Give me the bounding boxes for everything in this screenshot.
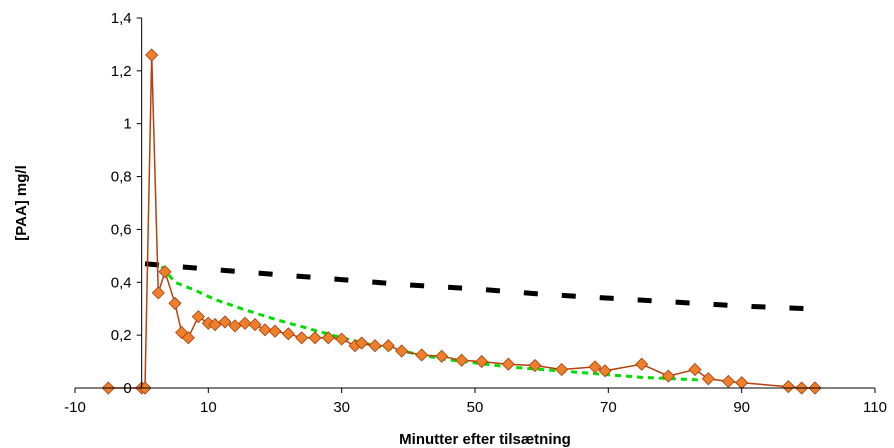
axes: [74, 17, 876, 393]
data-point-marker: [175, 325, 189, 340]
data-point-marker: [355, 336, 369, 350]
data-point-marker: [381, 339, 395, 353]
data-point-marker: [168, 296, 182, 310]
data-point-marker: [661, 369, 675, 383]
y-tick-label: 1: [123, 116, 131, 133]
data-point-marker: [295, 331, 309, 345]
data-point-marker: [781, 380, 795, 394]
data-point-marker: [248, 318, 262, 332]
data-point-marker: [598, 364, 612, 378]
data-point-marker: [455, 353, 469, 367]
series-line-black-dashed: [144, 261, 809, 312]
data-point-marker: [208, 318, 222, 332]
data-point-marker: [321, 331, 335, 345]
data-point-marker: [435, 349, 449, 363]
y-tick-label: 1,4: [111, 10, 132, 27]
data-point-marker: [281, 327, 295, 341]
data-point-marker: [335, 332, 349, 346]
data-point-marker: [528, 358, 542, 373]
data-point-marker: [475, 355, 489, 369]
x-tick-label: 10: [200, 399, 217, 416]
data-point-marker: [501, 357, 515, 371]
data-point-marker: [238, 316, 252, 330]
y-tick-label: 0: [123, 380, 131, 397]
data-point-marker: [308, 331, 322, 345]
data-point-marker: [218, 315, 232, 329]
y-tick-label: 0,8: [111, 169, 132, 186]
y-axis-title: [PAA] mg/l: [13, 165, 30, 241]
data-point-marker: [228, 319, 242, 333]
data-point-marker: [151, 286, 165, 300]
data-point-marker: [701, 372, 715, 386]
data-point-marker: [415, 348, 429, 362]
x-tick-label: 90: [733, 399, 750, 416]
plot-series: [101, 48, 822, 395]
data-point-marker: [145, 48, 159, 62]
x-tick-label: 70: [600, 399, 617, 416]
x-axis-title: Minutter efter tilsætning: [399, 431, 571, 448]
data-point-marker: [258, 323, 272, 337]
tick-labels: -10 10 30 50 70 90 110 0 0,2 0,4 0,6 0,8 1 1,2 1,4: [64, 10, 887, 416]
y-tick-label: 1,2: [111, 63, 132, 80]
data-point-marker: [635, 357, 649, 371]
data-point-marker: [721, 374, 735, 388]
data-point-marker: [158, 265, 172, 279]
y-tick-label: 0,2: [111, 327, 132, 344]
x-tick-label: 110: [863, 399, 887, 416]
y-tick-label: 0,6: [111, 221, 132, 238]
data-point-marker: [735, 376, 749, 390]
data-point-marker: [181, 331, 195, 345]
series-line-orange: [108, 54, 815, 389]
x-tick-label: 50: [467, 399, 484, 416]
data-point-marker: [555, 362, 569, 377]
data-point-marker: [688, 362, 702, 377]
data-point-marker: [395, 344, 409, 358]
y-tick-label: 0,4: [111, 274, 132, 291]
data-point-marker: [268, 324, 282, 338]
data-point-marker: [368, 339, 382, 353]
x-tick-label: -10: [64, 399, 86, 416]
x-tick-label: 30: [333, 399, 350, 416]
data-point-marker: [588, 360, 602, 374]
data-point-marker: [191, 310, 205, 324]
